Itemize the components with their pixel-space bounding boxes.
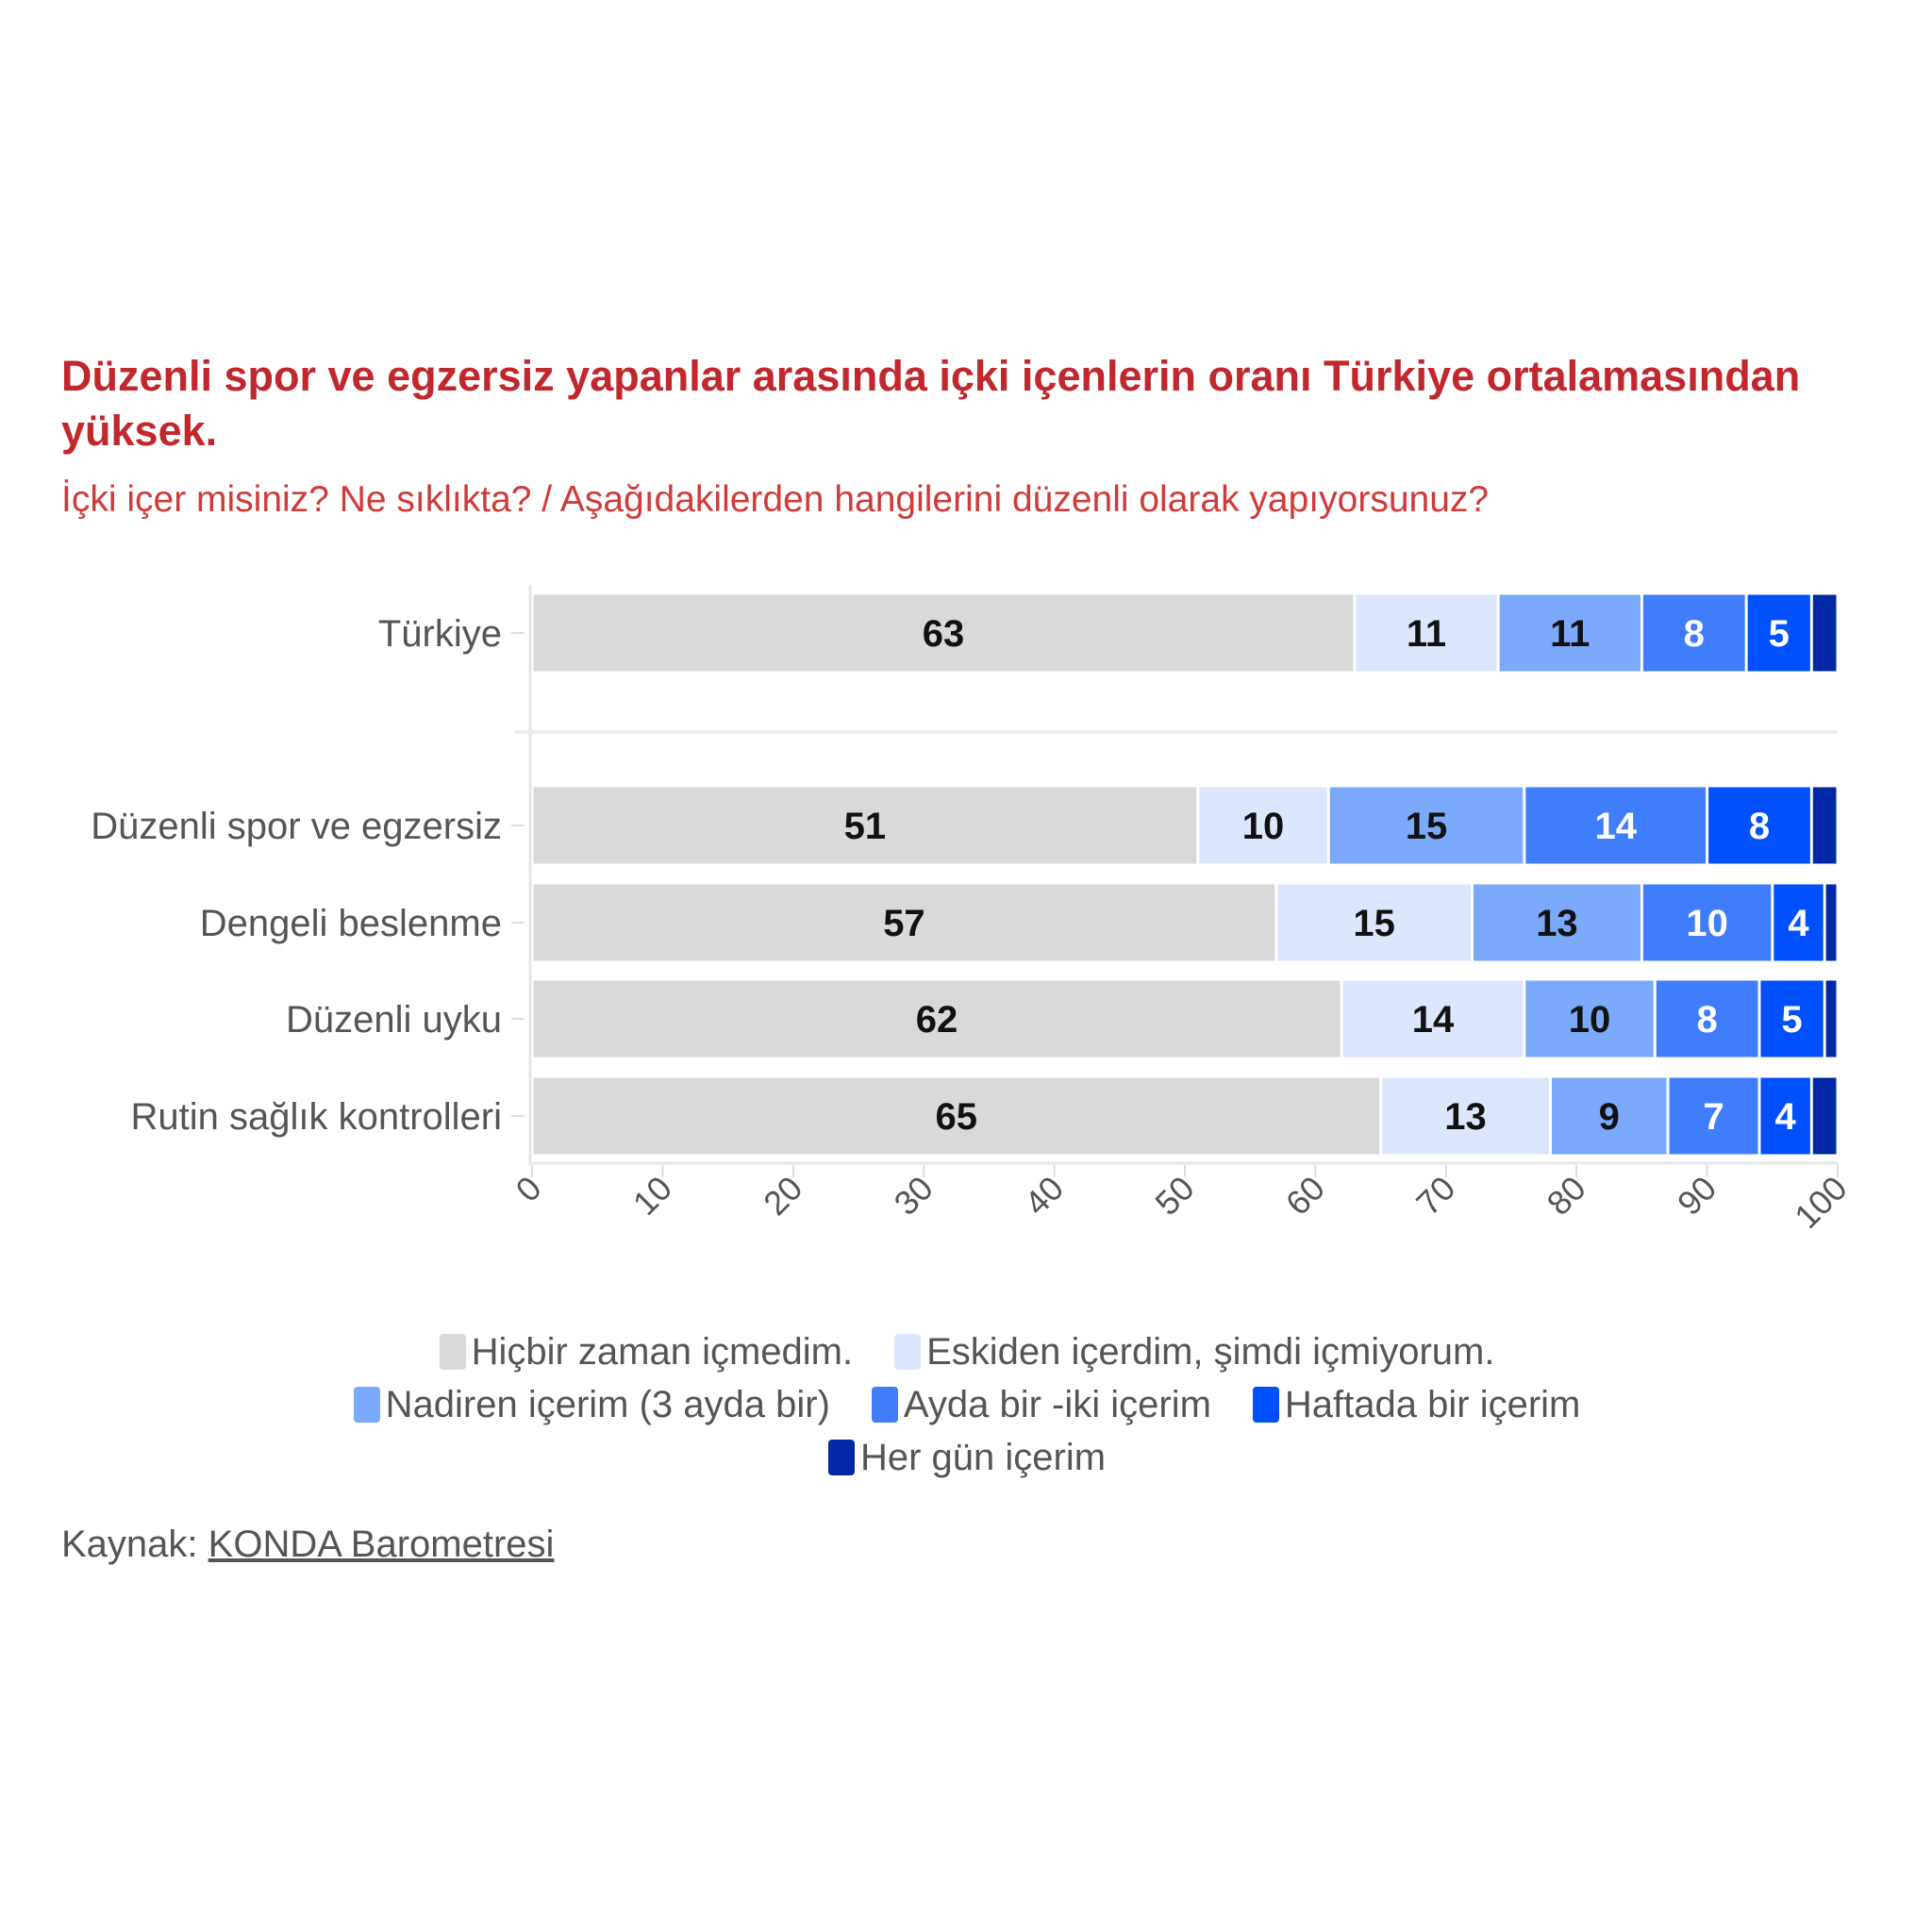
bar-segment	[1342, 980, 1524, 1058]
bar-segment	[1656, 980, 1758, 1058]
bar-segment	[1552, 1077, 1667, 1155]
data-label: 14	[1412, 999, 1455, 1041]
data-label: 10	[1686, 903, 1728, 944]
bar-segment	[1760, 1077, 1810, 1155]
x-tick-label: 60	[1278, 1169, 1332, 1223]
legend-label: Nadiren içerim (3 ayda bir)	[385, 1384, 830, 1425]
bar-segment	[1642, 884, 1772, 961]
data-label: 11	[1550, 613, 1590, 655]
category-label: Düzenli spor ve egzersiz	[91, 806, 502, 847]
bar-segment	[1199, 787, 1327, 864]
legend-swatch	[894, 1334, 922, 1370]
source-link[interactable]: KONDA Barometresi	[208, 1524, 555, 1565]
bar-segment	[1329, 787, 1524, 864]
legend-item: Ayda bir -iki içerim	[871, 1378, 1211, 1431]
bar-segment	[1812, 787, 1837, 864]
legend-item: Hiçbir zaman içmedim.	[439, 1325, 854, 1378]
x-tick-label: 70	[1408, 1169, 1462, 1223]
category-label: Dengeli beslenme	[200, 903, 502, 944]
data-label: 7	[1703, 1096, 1724, 1138]
legend-item: Eskiden içerdim, şimdi içmiyorum.	[894, 1325, 1494, 1378]
bar-segment	[1747, 594, 1810, 672]
data-label: 10	[1569, 999, 1611, 1041]
bar-segment	[1277, 884, 1471, 961]
bar-segment	[1825, 980, 1837, 1058]
legend-label: Haftada bir içerim	[1284, 1384, 1581, 1425]
data-label: 5	[1769, 613, 1790, 655]
legend-swatch	[1252, 1387, 1279, 1423]
legend-swatch	[871, 1387, 898, 1423]
data-label: 5	[1781, 999, 1802, 1041]
data-label: 14	[1594, 806, 1637, 847]
bar-segment	[533, 980, 1341, 1058]
legend-swatch	[353, 1387, 380, 1423]
data-label: 13	[1444, 1096, 1487, 1138]
data-label: 65	[936, 1096, 978, 1138]
bar-segment	[1382, 1077, 1550, 1155]
data-label: 51	[844, 806, 887, 847]
data-label: 8	[1749, 806, 1770, 847]
bar-segment	[1669, 1077, 1758, 1155]
legend-label: Her gün içerim	[859, 1437, 1107, 1478]
x-tick-label: 30	[887, 1169, 941, 1223]
bar-segment	[1499, 594, 1641, 672]
legend: Hiçbir zaman içmedim. Eskiden içerdim, şi…	[189, 1325, 1745, 1484]
bar-segment	[1825, 884, 1837, 961]
data-label: 62	[916, 999, 958, 1041]
category-label: Düzenli uyku	[286, 999, 502, 1041]
data-label: 8	[1696, 999, 1717, 1041]
legend-swatch	[827, 1440, 855, 1475]
bar-segment	[533, 594, 1354, 672]
x-tick-label: 50	[1147, 1169, 1201, 1223]
bar-segment	[1760, 980, 1824, 1058]
data-label: 9	[1599, 1096, 1620, 1138]
bar-segment	[1525, 787, 1707, 864]
data-label: 8	[1684, 613, 1705, 655]
x-tick-label: 10	[625, 1169, 679, 1223]
legend-item: Haftada bir içerim	[1252, 1378, 1581, 1431]
data-label: 57	[883, 903, 925, 944]
legend-label: Hiçbir zaman içmedim.	[471, 1331, 854, 1373]
data-label: 10	[1242, 806, 1285, 847]
source: Kaynak: KONDA Barometresi	[61, 1524, 554, 1566]
bar-segment	[533, 1077, 1380, 1155]
x-tick-label: 100	[1787, 1169, 1854, 1236]
bar-segment	[533, 884, 1275, 961]
data-label: 4	[1775, 1096, 1797, 1138]
data-label: 13	[1536, 903, 1578, 944]
legend-item: Nadiren içerim (3 ayda bir)	[353, 1378, 830, 1431]
data-label: 4	[1788, 903, 1809, 944]
x-tick-label: 20	[756, 1169, 809, 1223]
legend-label: Eskiden içerdim, şimdi içmiyorum.	[926, 1331, 1495, 1373]
x-tick-label: 90	[1670, 1169, 1724, 1223]
bar-segment	[1708, 787, 1810, 864]
bar-segment	[1525, 980, 1654, 1058]
bar-segment	[1812, 594, 1837, 672]
category-label: Türkiye	[378, 613, 502, 655]
legend-swatch	[439, 1334, 466, 1370]
chart-subtitle: İçki içer misiniz? Ne sıklıkta? / Aşağıd…	[61, 479, 1490, 520]
data-label: 63	[923, 613, 965, 655]
source-label: Kaynak:	[61, 1524, 198, 1565]
x-tick-label: 0	[508, 1169, 549, 1209]
bar-segment	[1642, 594, 1745, 672]
x-tick-label: 80	[1540, 1169, 1593, 1223]
chart-title: Düzenli spor ve egzersiz yapanlar arasın…	[61, 352, 1801, 455]
x-tick-label: 40	[1017, 1169, 1071, 1223]
data-label: 15	[1406, 806, 1448, 847]
bar-segment	[533, 787, 1197, 864]
bar-segment	[1812, 1077, 1837, 1155]
legend-label: Ayda bir -iki içerim	[903, 1384, 1211, 1425]
stacked-bar-chart: Türkiye 63 11 11 8 5 Düzenli spor ve egzersiz 5…	[91, 585, 1855, 1236]
bar-segment	[1356, 594, 1497, 672]
bar-segment	[1473, 884, 1641, 961]
legend-item: Her gün içerim	[827, 1431, 1107, 1484]
data-label: 15	[1353, 903, 1395, 944]
category-label: Rutin sağlık kontrolleri	[131, 1096, 503, 1138]
bar-segment	[1774, 884, 1824, 961]
data-label: 11	[1407, 613, 1446, 655]
